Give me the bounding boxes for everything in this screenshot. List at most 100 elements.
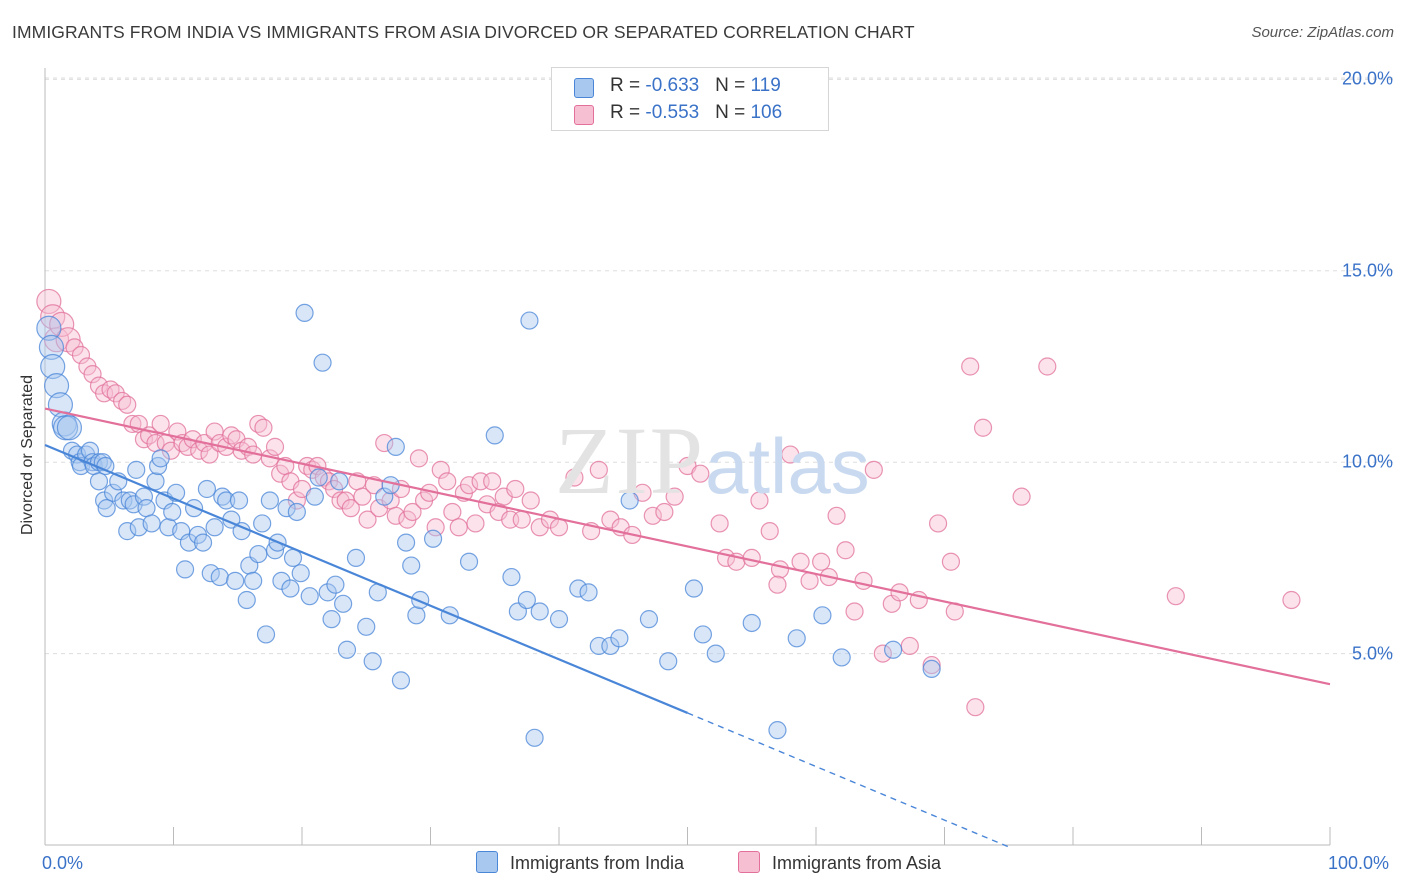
india-point-22 [104, 483, 123, 502]
asia-point-108 [770, 560, 790, 579]
india-point-53 [226, 571, 245, 590]
india-point-58 [244, 571, 263, 590]
asia-point-107 [760, 522, 779, 541]
asia-point-58 [358, 510, 377, 529]
india-point-118 [813, 606, 832, 625]
india-point-110 [620, 491, 639, 510]
asia-point-86 [521, 491, 540, 510]
asia-point-102 [710, 514, 729, 533]
legend-r-label-india: R = [610, 75, 646, 96]
asia-point-92 [589, 460, 608, 479]
watermark: ZIPatlas [555, 405, 870, 516]
india-point-61 [256, 625, 276, 644]
asia-point-55 [341, 499, 360, 518]
legend-swatch-asia [574, 105, 594, 125]
asia-point-85 [512, 510, 531, 529]
india-point-77 [322, 610, 341, 629]
watermark-zip: ZIP [555, 407, 705, 514]
india-point-90 [396, 533, 416, 552]
india-point-31 [137, 499, 156, 518]
asia-point-93 [601, 510, 620, 529]
bottom-legend-swatch-india [476, 851, 498, 873]
india-point-2 [40, 353, 66, 380]
asia-point-76 [459, 476, 479, 495]
asia-point-116 [854, 571, 873, 590]
bottom-legend-asia: Immigrants from Asia [738, 851, 941, 874]
asia-point-118 [873, 644, 892, 663]
asia-point-90 [565, 468, 584, 487]
india-point-54 [229, 491, 249, 510]
asia-point-41 [265, 437, 285, 456]
asia-point-57 [353, 487, 372, 506]
y-axis-label: Divorced or Separated [19, 374, 36, 536]
india-point-121 [922, 659, 941, 679]
india-point-80 [334, 594, 353, 613]
india-point-59 [249, 544, 268, 564]
chart-source: Source: ZipAtlas.com [1251, 24, 1394, 41]
y-tick-label-3: 20.0% [1341, 68, 1393, 89]
legend-swatch-india [574, 78, 594, 98]
india-point-70 [291, 564, 310, 583]
asia-point-29 [200, 445, 219, 464]
india-point-33 [146, 472, 165, 491]
bottom-legend-label-india: Immigrants from India [510, 853, 685, 873]
asia-point-80 [483, 472, 502, 491]
asia-point-106 [750, 491, 769, 510]
india-point-103 [530, 602, 549, 621]
asia-point-77 [466, 514, 485, 533]
india-point-75 [313, 353, 332, 372]
india-point-97 [485, 426, 504, 445]
asia-point-110 [791, 552, 810, 571]
asia-point-84 [506, 479, 525, 499]
india-point-35 [151, 449, 170, 468]
asia-point-89 [549, 518, 569, 537]
india-point-82 [346, 548, 366, 568]
legend-r-value-asia: -0.553 [645, 102, 700, 123]
india-point-106 [579, 583, 598, 602]
asia-point-133 [768, 575, 787, 594]
india-point-117 [832, 648, 851, 667]
legend-text-india: R = -0.633 N = 119 [610, 75, 781, 97]
trend-lines [44, 407, 1331, 848]
asia-point-53 [331, 491, 350, 510]
asia-point-131 [1166, 587, 1185, 606]
asia-point-70 [426, 518, 445, 537]
india-point-48 [205, 518, 224, 537]
asia-point-122 [922, 655, 941, 675]
asia-trend-line [44, 407, 1331, 686]
legend-n-value-asia: 106 [750, 102, 783, 123]
india-point-84 [363, 652, 382, 671]
india-point-91 [402, 556, 421, 575]
asia-point-112 [812, 552, 831, 571]
india-point-45 [193, 533, 213, 552]
india-point-112 [659, 652, 678, 671]
asia-point-99 [665, 487, 684, 506]
y-tick-label-2: 15.0% [1341, 260, 1393, 281]
legend-n-label-india: N = [715, 75, 751, 96]
india-point-119 [742, 613, 761, 633]
bottom-legend-label-asia: Immigrants from Asia [772, 853, 942, 873]
asia-point-74 [449, 518, 468, 537]
asia-point-6 [71, 345, 91, 365]
asia-point-71 [431, 460, 450, 479]
y-tick-label-1: 10.0% [1341, 451, 1393, 472]
india-point-100 [517, 590, 536, 610]
india-point-28 [127, 460, 146, 479]
legend-text-asia: R = -0.553 N = 106 [610, 102, 782, 124]
india-point-1 [38, 334, 65, 360]
asia-point-113 [827, 506, 846, 525]
india-point-101 [520, 311, 539, 330]
asia-point-66 [403, 502, 422, 522]
india-point-87 [381, 476, 400, 495]
india-point-38 [163, 502, 182, 522]
india-point-73 [305, 487, 324, 506]
series-india-points [36, 303, 941, 747]
asia-point-73 [443, 502, 462, 522]
bottom-legend-swatch-asia [738, 851, 760, 873]
india-point-94 [423, 529, 443, 548]
india-point-0 [36, 315, 62, 341]
chart-title: IMMIGRANTS FROM INDIA VS IMMIGRANTS FROM… [12, 22, 915, 42]
asia-point-127 [966, 698, 985, 717]
india-point-51 [217, 491, 236, 510]
asia-point-123 [928, 514, 948, 533]
